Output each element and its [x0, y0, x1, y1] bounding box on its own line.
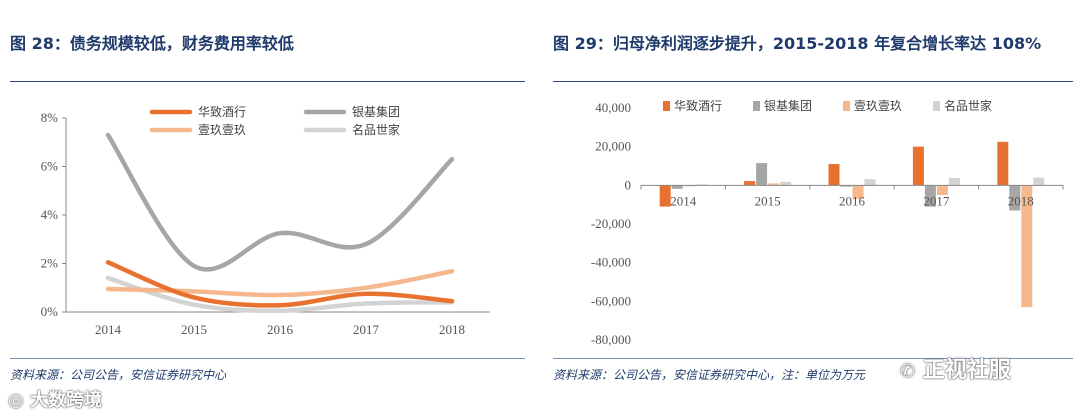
x-tick-label: 2016 [267, 322, 294, 337]
series-line-2 [105, 132, 455, 272]
y-tick-label: -20,000 [591, 216, 631, 231]
bar-2018-s1 [997, 141, 1009, 186]
bar-2015-s3 [768, 183, 780, 186]
legend-swatch [663, 101, 670, 111]
watermark-bottom-left-text: 大数跨境 [30, 390, 102, 411]
left-source-note: 资料来源：公司公告，安信证券研究中心 [10, 368, 227, 382]
legend-label: 华致酒行 [198, 105, 246, 119]
bar-2014-s2 [671, 185, 683, 189]
x-tick-label: 2017 [923, 193, 950, 208]
bar-2014-s1 [659, 185, 671, 207]
bar-2018-s3 [1021, 185, 1033, 308]
legend-swatch [843, 101, 850, 111]
right-source-note: 资料来源：公司公告，安信证券研究中心，注：单位为万元 [553, 368, 866, 382]
x-tick-label: 2015 [181, 322, 207, 337]
x-tick-label: 2018 [439, 322, 465, 337]
left-source-rule [10, 358, 525, 359]
y-tick-label: 0 [625, 177, 632, 192]
bar-2015-s4 [780, 181, 792, 186]
x-tick-label: 2014 [670, 193, 697, 208]
bar-2018-s4 [1033, 177, 1045, 186]
y-tick-label: -80,000 [591, 332, 631, 347]
bar-2016-s2 [840, 185, 852, 187]
bar-2017-s1 [912, 146, 924, 186]
legend-label: 华致酒行 [674, 99, 722, 113]
legend-label: 名品世家 [352, 122, 400, 137]
series-line-4 [105, 275, 455, 314]
watermark-top-right: ✆ 正视社服 [900, 352, 1011, 384]
legend-label: 银基集团 [764, 98, 812, 113]
bar-2017-s3 [936, 185, 948, 195]
x-tick-label: 2018 [1008, 193, 1034, 208]
legend-label: 壹玖壹玖 [854, 99, 902, 113]
y-tick-label: -40,000 [591, 255, 631, 270]
bar-2016-s1 [828, 164, 840, 186]
y-tick-label: 40,000 [595, 100, 631, 115]
x-tick-label: 2017 [353, 322, 380, 337]
line-chart: 0% 2% 4% 6% 8% 2014 2015 2016 2017 2018 华致酒行 银基集团壹玖… [41, 104, 490, 337]
y-tick-label: 2% [41, 256, 59, 271]
bar-chart: 40,000 20,000 0 -20,000 -40,000 -60,000 -80,00… [591, 98, 1064, 347]
legend-label: 名品世家 [944, 98, 992, 113]
legend-swatch [753, 101, 760, 111]
left-title-rule [10, 81, 525, 82]
watermark-top-right-text: 正视社服 [922, 358, 1011, 383]
y-tick-label: 4% [41, 207, 59, 222]
bar-2015-s2 [756, 163, 768, 186]
y-tick-label: 6% [41, 159, 59, 174]
series-line-1 [105, 260, 455, 308]
bar-2015-s1 [744, 181, 756, 186]
legend-label: 壹玖壹玖 [198, 123, 246, 137]
series-line-3 [105, 269, 455, 298]
bar-2018-s2 [1009, 185, 1021, 211]
right-source-rule [553, 358, 1073, 359]
left-figure-title: 图 28：债务规模较低，财务费用率较低 [10, 34, 294, 53]
bar-2017-s2 [924, 185, 936, 207]
y-tick-label: -60,000 [591, 293, 631, 308]
watermark-bottom-left: ◎ 大数跨境 [8, 386, 102, 412]
y-tick-label: 8% [41, 110, 59, 125]
x-tick-label: 2014 [95, 322, 122, 337]
x-tick-label: 2016 [839, 193, 866, 208]
right-figure-title: 图 29：归母净利润逐步提升，2015-2018 年复合增长率达 108% [553, 34, 1042, 53]
y-tick-label: 20,000 [595, 139, 631, 154]
logo-icon: ◎ [8, 390, 24, 411]
bar-2017-s4 [948, 177, 960, 186]
legend-swatch [933, 101, 940, 111]
bar-2016-s4 [864, 179, 876, 186]
right-title-rule [553, 81, 1073, 82]
bar-2016-s3 [852, 185, 864, 199]
legend-label: 银基集团 [352, 104, 400, 119]
y-tick-label: 0% [41, 304, 59, 319]
wechat-icon: ✆ [900, 361, 916, 382]
x-tick-label: 2015 [755, 193, 781, 208]
